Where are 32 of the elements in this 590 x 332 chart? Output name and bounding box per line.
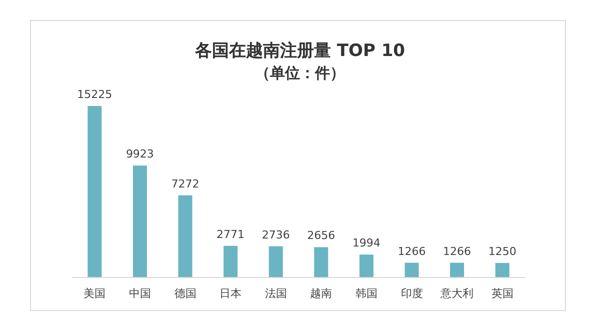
data-label: 2771: [216, 228, 245, 241]
data-label: 1250: [488, 244, 516, 258]
bar: [88, 106, 102, 277]
bar: [450, 262, 464, 277]
x-tick-label: 意大利: [440, 287, 474, 300]
bar: [268, 246, 283, 277]
data-label: 1266: [398, 244, 426, 258]
data-label: 1994: [352, 236, 380, 250]
x-tick-label: 德国: [174, 287, 196, 300]
chart-title: 各国在越南注册量 TOP 10: [194, 41, 406, 61]
bar: [314, 247, 328, 277]
x-tick-label: 日本: [220, 287, 242, 300]
bar: [178, 195, 192, 277]
data-label: 7272: [171, 177, 200, 190]
x-tick-label: 韩国: [355, 287, 378, 300]
bar: [359, 254, 374, 277]
bar: [495, 262, 510, 277]
x-tick-label: 印度: [400, 287, 423, 300]
x-tick-label: 中国: [128, 287, 151, 300]
bar: [132, 166, 147, 277]
data-label: 9923: [126, 148, 154, 161]
bar: [404, 262, 419, 277]
data-label: 1266: [443, 244, 472, 258]
bar: [224, 246, 238, 277]
x-tick-label: 法国: [264, 287, 287, 300]
chart-subtitle: （单位：件）: [255, 64, 345, 82]
x-tick-label: 美国: [84, 287, 106, 300]
x-tick-label: 英国: [491, 287, 514, 300]
x-tick-label: 越南: [310, 287, 332, 300]
data-label: 15225: [77, 88, 112, 101]
data-label: 2656: [307, 229, 336, 242]
data-label: 2736: [262, 228, 290, 242]
